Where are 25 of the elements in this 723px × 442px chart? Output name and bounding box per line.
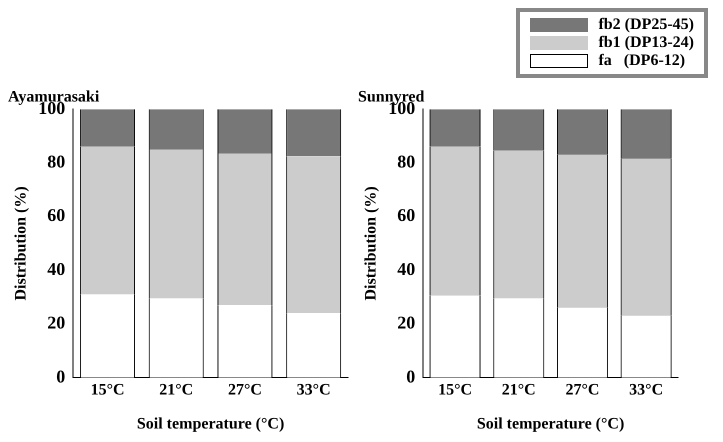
x-tick-label: 15°C — [90, 381, 125, 398]
y-axis-title: Distribution (%) — [362, 186, 380, 301]
y-axis-title: Distribution (%) — [12, 186, 30, 301]
x-tick-label: 33°C — [296, 381, 331, 398]
y-tick-label: 60 — [47, 205, 66, 226]
y-tick-label: 80 — [47, 152, 66, 172]
y-tick-label: 0 — [56, 366, 66, 386]
y-tick-label: 80 — [397, 152, 416, 172]
x-tick-label: 21°C — [502, 381, 536, 398]
y-tick-label: 20 — [397, 312, 416, 333]
y-tick-label: 40 — [397, 258, 416, 279]
legend-label: fa (DP6-12) — [598, 52, 686, 70]
x-tick-label: 33°C — [629, 381, 664, 398]
y-tick-label: 20 — [47, 312, 66, 333]
y-tick-label: 40 — [47, 258, 66, 279]
x-axis-title: Soil temperature (°C) — [476, 416, 624, 433]
x-axis-title: Soil temperature (°C) — [136, 416, 284, 433]
y-tick-label: 60 — [397, 205, 416, 226]
x-tick-label: 27°C — [565, 381, 600, 398]
legend-label: fb1 (DP13-24) — [598, 34, 694, 52]
legend-label: fb2 (DP25-45) — [598, 16, 694, 34]
x-tick-label: 15°C — [438, 381, 472, 398]
y-tick-label: 0 — [406, 366, 416, 386]
x-tick-label: 27°C — [228, 381, 262, 398]
x-tick-label: 21°C — [159, 381, 194, 398]
